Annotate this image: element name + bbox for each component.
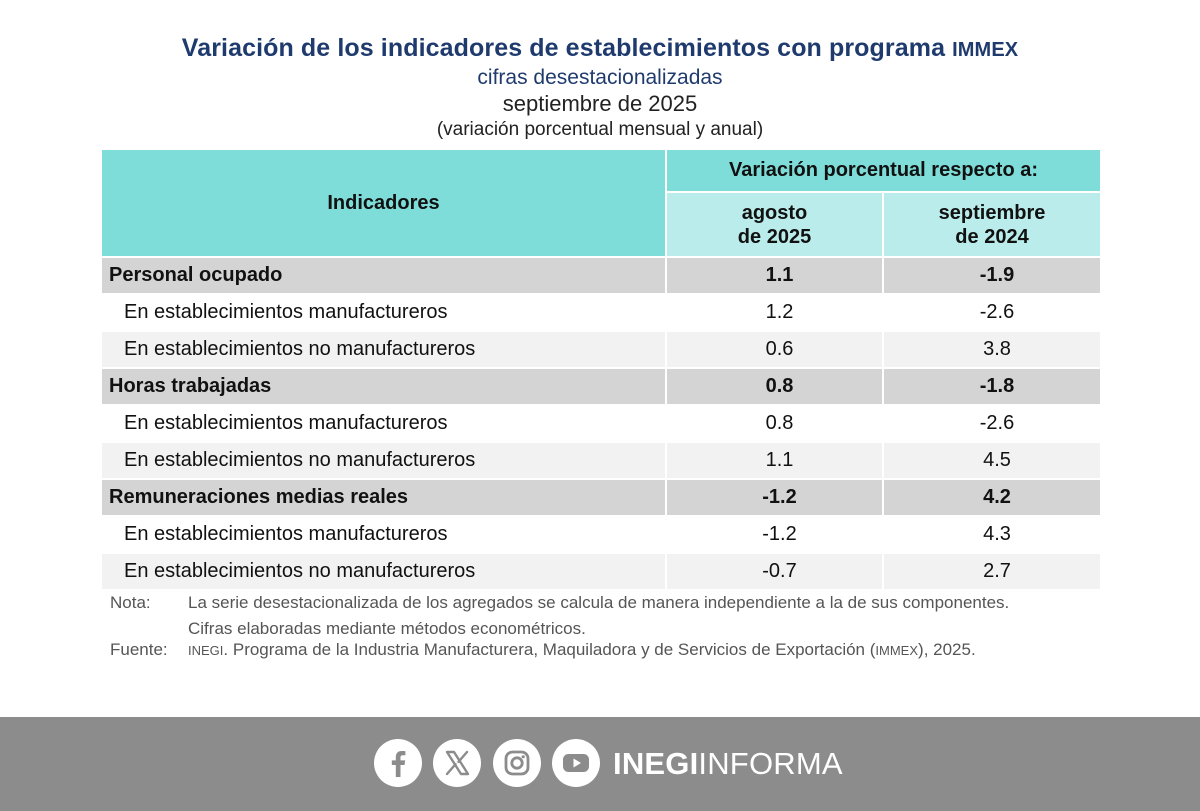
period-label: septiembre de 2025 — [502, 91, 698, 116]
table-row: En establecimientos no manufactureros 0.… — [100, 330, 1102, 369]
row-monthly-value: 1.1 — [665, 256, 884, 295]
header-sept-line2: de 2024 — [955, 225, 1029, 248]
row-annual-value: -2.6 — [882, 404, 1102, 443]
x-icon[interactable] — [433, 739, 481, 787]
table-row-horas-trabajadas: Horas trabajadas 0.8 -1.8 — [100, 367, 1102, 406]
title-text: Variación de los indicadores de establec… — [181, 34, 946, 62]
header-sept-line1: septiembre — [938, 201, 1046, 224]
title-acronym: IMMEX — [952, 39, 1019, 61]
row-label: Personal ocupado — [100, 256, 667, 295]
row-annual-value: 3.8 — [882, 330, 1102, 369]
row-monthly-value: 1.2 — [665, 293, 884, 332]
table-row: En establecimientos manufactureros -1.2 … — [100, 515, 1102, 554]
row-annual-value: 4.2 — [882, 478, 1102, 517]
row-monthly-value: 0.8 — [665, 404, 884, 443]
header-variacion: Variación porcentual respecto a: — [665, 148, 1102, 193]
fuente-row: Fuente: INEGI. Programa de la Industria … — [110, 639, 1095, 661]
row-annual-value: 2.7 — [882, 552, 1102, 591]
row-annual-value: -1.8 — [882, 367, 1102, 406]
indicators-table: Indicadores Variación porcentual respect… — [100, 148, 1102, 591]
row-annual-value: 4.3 — [882, 515, 1102, 554]
row-label: En establecimientos manufactureros — [100, 515, 667, 554]
table-row: En establecimientos no manufactureros -0… — [100, 552, 1102, 591]
fuente-text: INEGI. Programa de la Industria Manufact… — [188, 639, 1095, 661]
page-subtitle: cifras desestacionalizadas — [477, 66, 723, 89]
fuente-label: Fuente: — [110, 640, 168, 659]
row-annual-value: -1.9 — [882, 256, 1102, 295]
row-label: En establecimientos manufactureros — [100, 293, 667, 332]
youtube-icon[interactable] — [552, 739, 600, 787]
inegi-informa-logo: INEGIINFORMA — [613, 746, 843, 782]
table-row: En establecimientos manufactureros 1.2 -… — [100, 293, 1102, 332]
nota-row: Nota: La serie desestacionalizada de los… — [110, 592, 1095, 613]
row-annual-value: 4.5 — [882, 441, 1102, 480]
fuente-org: INEGI — [188, 643, 224, 658]
header-septiembre-2024: septiembre de 2024 — [882, 191, 1102, 258]
nota-text: La serie desestacionalizada de los agreg… — [188, 593, 1010, 612]
nota-label: Nota: — [110, 593, 151, 612]
header-agosto-2025: agosto de 2025 — [665, 191, 884, 258]
row-label: Remuneraciones medias reales — [100, 478, 667, 517]
row-monthly-value: -1.2 — [665, 478, 884, 517]
row-monthly-value: 0.8 — [665, 367, 884, 406]
table-row-personal-ocupado: Personal ocupado 1.1 -1.9 — [100, 256, 1102, 295]
row-label: Horas trabajadas — [100, 367, 667, 406]
table-row: En establecimientos no manufactureros 1.… — [100, 441, 1102, 480]
row-monthly-value: 0.6 — [665, 330, 884, 369]
header-agosto-line1: agosto — [741, 201, 808, 224]
title-block: Variación de los indicadores de establec… — [0, 32, 1200, 142]
header-agosto-line2: de 2025 — [737, 225, 812, 248]
row-label: En establecimientos manufactureros — [100, 404, 667, 443]
fuente-body: . Programa de la Industria Manufacturera… — [223, 640, 876, 659]
notes-block: Nota: La serie desestacionalizada de los… — [110, 592, 1095, 661]
brand-light: INFORMA — [698, 746, 843, 781]
units-label: (variación porcentual mensual y anual) — [436, 119, 764, 140]
page-title: Variación de los indicadores de establec… — [0, 32, 1200, 66]
row-monthly-value: -0.7 — [665, 552, 884, 591]
nota-text-2: Cifras elaboradas mediante métodos econo… — [188, 619, 586, 638]
row-label: En establecimientos no manufactureros — [100, 552, 667, 591]
footer-banner: INEGIINFORMA — [0, 717, 1200, 811]
facebook-icon[interactable] — [374, 739, 422, 787]
instagram-icon[interactable] — [493, 739, 541, 787]
fuente-end: ), 2025. — [918, 640, 976, 659]
header-indicadores: Indicadores — [100, 148, 667, 258]
row-monthly-value: 1.1 — [665, 441, 884, 480]
fuente-acronym: IMMEX — [875, 643, 919, 658]
table-row: En establecimientos manufactureros 0.8 -… — [100, 404, 1102, 443]
row-label: En establecimientos no manufactureros — [100, 330, 667, 369]
brand-bold: INEGI — [613, 746, 699, 781]
row-annual-value: -2.6 — [882, 293, 1102, 332]
row-monthly-value: -1.2 — [665, 515, 884, 554]
table-row-remuneraciones: Remuneraciones medias reales -1.2 4.2 — [100, 478, 1102, 517]
row-label: En establecimientos no manufactureros — [100, 441, 667, 480]
nota-row-2: Cifras elaboradas mediante métodos econo… — [110, 618, 1095, 639]
